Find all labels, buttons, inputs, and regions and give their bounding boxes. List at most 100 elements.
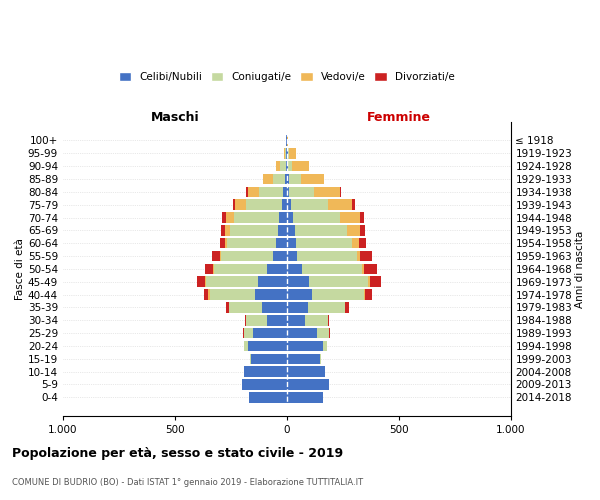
Bar [287,148,288,158]
Bar [352,200,355,210]
Bar [296,238,352,248]
Bar [305,315,328,326]
Bar [242,379,287,390]
Text: COMUNE DI BUDRIO (BO) - Dati ISTAT 1° gennaio 2019 - Elaborazione TUTTITALIA.IT: COMUNE DI BUDRIO (BO) - Dati ISTAT 1° ge… [12,478,363,487]
Legend: Celibi/Nubili, Coniugati/e, Vedovi/e, Divorziati/e: Celibi/Nubili, Coniugati/e, Vedovi/e, Di… [115,68,459,86]
Y-axis label: Fasce di età: Fasce di età [15,238,25,300]
Bar [225,238,227,248]
Bar [329,328,330,338]
Bar [282,200,287,210]
Bar [263,174,272,184]
Bar [360,225,365,235]
Bar [317,328,329,338]
Bar [278,225,287,235]
Bar [204,290,208,300]
Bar [293,212,340,223]
Bar [262,302,287,312]
Bar [226,302,229,312]
Bar [287,354,320,364]
Bar [287,366,325,377]
Bar [222,212,226,223]
Bar [308,302,345,312]
Bar [287,238,296,248]
Bar [256,290,287,300]
Bar [286,148,287,158]
Bar [291,200,328,210]
Bar [208,290,209,300]
Bar [244,340,248,351]
Bar [287,290,313,300]
Bar [320,354,322,364]
Bar [212,251,220,262]
Bar [287,200,291,210]
Bar [275,161,280,172]
Bar [287,328,317,338]
Bar [221,225,225,235]
Bar [233,200,235,210]
Bar [205,264,213,274]
Bar [289,186,314,197]
Bar [323,340,326,351]
Text: Maschi: Maschi [151,110,199,124]
Text: Femmine: Femmine [367,110,431,124]
Bar [360,251,371,262]
Bar [286,161,287,172]
Bar [266,264,287,274]
Bar [362,264,364,274]
Bar [247,315,266,326]
Bar [259,186,283,197]
Bar [220,238,225,248]
Bar [257,276,287,287]
Bar [213,264,214,274]
Bar [289,148,296,158]
Bar [289,174,301,184]
Bar [287,135,289,145]
Bar [287,302,308,312]
Bar [314,186,340,197]
Bar [340,212,359,223]
Bar [284,148,285,158]
Bar [214,264,266,274]
Text: Popolazione per età, sesso e stato civile - 2019: Popolazione per età, sesso e stato civil… [12,448,343,460]
Bar [251,354,287,364]
Bar [352,238,359,248]
Bar [244,366,287,377]
Bar [220,251,221,262]
Bar [266,315,287,326]
Bar [313,290,364,300]
Bar [340,186,341,197]
Bar [328,200,352,210]
Bar [274,251,287,262]
Bar [287,379,329,390]
Bar [244,328,253,338]
Bar [295,225,347,235]
Bar [248,392,287,402]
Bar [285,148,286,158]
Bar [365,290,372,300]
Bar [287,276,309,287]
Bar [287,392,323,402]
Bar [309,276,368,287]
Bar [287,315,305,326]
Bar [292,161,308,172]
Bar [243,328,244,338]
Bar [328,315,329,326]
Bar [302,264,362,274]
Bar [247,186,248,197]
Bar [345,302,349,312]
Bar [370,276,381,287]
Bar [364,290,365,300]
Bar [248,186,259,197]
Bar [288,161,292,172]
Bar [272,174,285,184]
Bar [298,251,357,262]
Bar [209,290,256,300]
Bar [221,251,274,262]
Bar [287,186,289,197]
Bar [287,251,298,262]
Bar [227,238,275,248]
Bar [364,264,377,274]
Bar [359,212,364,223]
Bar [287,212,293,223]
Bar [245,315,247,326]
